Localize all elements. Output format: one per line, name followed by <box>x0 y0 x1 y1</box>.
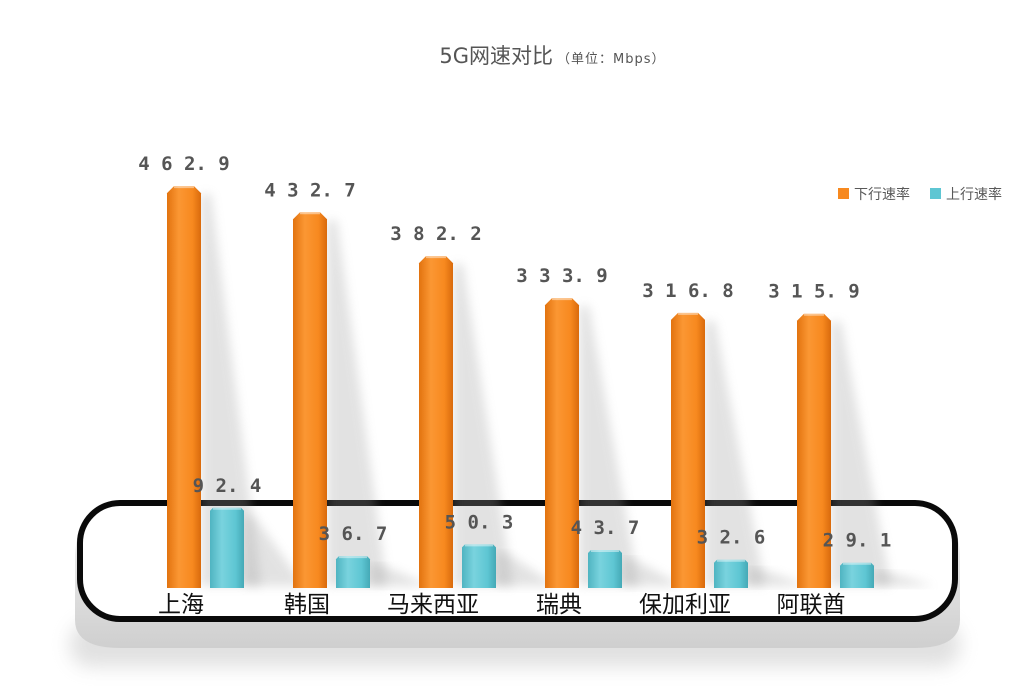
bar-upload <box>210 507 244 588</box>
bar-shadow <box>496 552 556 586</box>
bar-download <box>671 312 705 588</box>
bar-shadow <box>748 567 808 586</box>
bar-download <box>167 186 201 588</box>
legend-swatch-download <box>838 188 849 199</box>
value-label-download: 3 1 6. 8 <box>642 280 734 302</box>
value-label-upload: 9 2. 4 <box>193 475 262 497</box>
chart-title: 5G网速对比 <box>439 44 553 68</box>
category-label: 阿联酋 <box>777 592 846 618</box>
bar-upload <box>462 544 496 588</box>
legend-label-upload: 上行速率 <box>946 186 1002 203</box>
category-labels: 上海 韩国 马来西亚 瑞典 保加利亚 阿联酋 <box>158 592 846 618</box>
legend: 下行速率 上行速率 <box>838 186 1002 203</box>
legend-item-download: 下行速率 <box>838 186 910 203</box>
bar-download <box>797 313 831 588</box>
legend-item-upload: 上行速率 <box>930 186 1002 203</box>
value-label-upload: 5 0. 3 <box>445 511 514 533</box>
legend-swatch-upload <box>930 188 941 199</box>
category-label: 保加利亚 <box>639 592 731 618</box>
bar-shadow <box>705 320 765 586</box>
value-label-download: 4 6 2. 9 <box>138 153 230 175</box>
value-label-download: 3 3 3. 9 <box>516 265 608 287</box>
value-labels: 4 6 2. 9 9 2. 4 4 3 2. 7 3 6. 7 3 8 2. 2 5 0.… <box>138 153 891 552</box>
bars <box>167 186 874 588</box>
bar-shadow <box>831 321 891 586</box>
bar-upload <box>840 562 874 588</box>
bar-download <box>545 298 579 588</box>
category-label: 马来西亚 <box>387 592 479 618</box>
bar-shadow <box>874 570 934 586</box>
bar-shadow <box>244 515 304 586</box>
value-label-upload: 3 2. 6 <box>697 527 766 549</box>
value-label-download: 4 3 2. 7 <box>264 179 356 201</box>
chart-subtitle: （单位：Mbps） <box>557 52 666 67</box>
value-label-download: 3 1 5. 9 <box>768 281 860 303</box>
category-label: 韩国 <box>284 592 330 618</box>
legend-label-download: 下行速率 <box>854 186 910 203</box>
bar-shadow <box>201 194 261 586</box>
category-label: 上海 <box>158 592 204 618</box>
bar-shadow <box>370 564 430 586</box>
bar-shadow <box>453 264 513 586</box>
bar-upload <box>588 550 622 588</box>
bar-shadow <box>622 558 682 586</box>
bar-shadows <box>201 194 934 586</box>
category-label: 瑞典 <box>536 592 582 618</box>
bar-shadow <box>327 220 387 586</box>
value-label-download: 3 8 2. 2 <box>390 223 482 245</box>
bar-download <box>293 212 327 588</box>
value-label-upload: 4 3. 7 <box>571 517 640 539</box>
bar-upload <box>336 556 370 588</box>
bar-shadow <box>579 306 639 586</box>
value-label-upload: 3 6. 7 <box>319 523 388 545</box>
bar-upload <box>714 559 748 588</box>
bar-download <box>419 256 453 588</box>
value-label-upload: 2 9. 1 <box>823 530 892 552</box>
